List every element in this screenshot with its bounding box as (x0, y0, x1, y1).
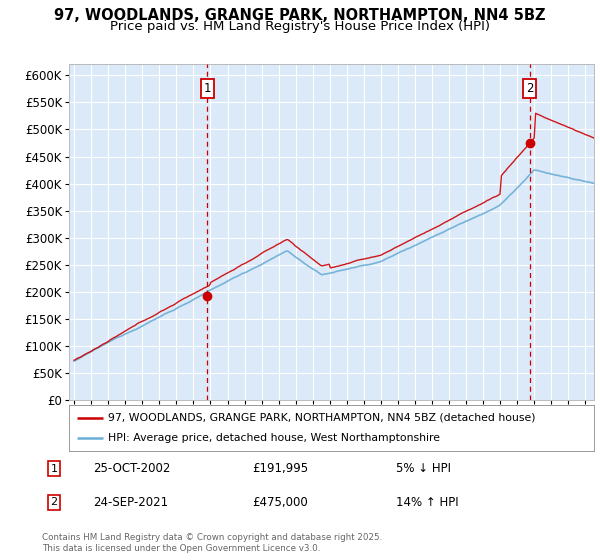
Text: 5% ↓ HPI: 5% ↓ HPI (396, 462, 451, 475)
Text: 1: 1 (50, 464, 58, 474)
Text: 97, WOODLANDS, GRANGE PARK, NORTHAMPTON, NN4 5BZ: 97, WOODLANDS, GRANGE PARK, NORTHAMPTON,… (54, 8, 546, 24)
Text: 2: 2 (526, 82, 533, 95)
Text: Price paid vs. HM Land Registry's House Price Index (HPI): Price paid vs. HM Land Registry's House … (110, 20, 490, 32)
Text: £475,000: £475,000 (252, 496, 308, 509)
Text: 2: 2 (50, 497, 58, 507)
Text: 1: 1 (203, 82, 211, 95)
Text: 25-OCT-2002: 25-OCT-2002 (93, 462, 170, 475)
Text: Contains HM Land Registry data © Crown copyright and database right 2025.
This d: Contains HM Land Registry data © Crown c… (42, 533, 382, 553)
Text: 97, WOODLANDS, GRANGE PARK, NORTHAMPTON, NN4 5BZ (detached house): 97, WOODLANDS, GRANGE PARK, NORTHAMPTON,… (109, 413, 536, 423)
Text: HPI: Average price, detached house, West Northamptonshire: HPI: Average price, detached house, West… (109, 433, 440, 443)
Text: £191,995: £191,995 (252, 462, 308, 475)
Text: 24-SEP-2021: 24-SEP-2021 (93, 496, 168, 509)
Text: 14% ↑ HPI: 14% ↑ HPI (396, 496, 458, 509)
